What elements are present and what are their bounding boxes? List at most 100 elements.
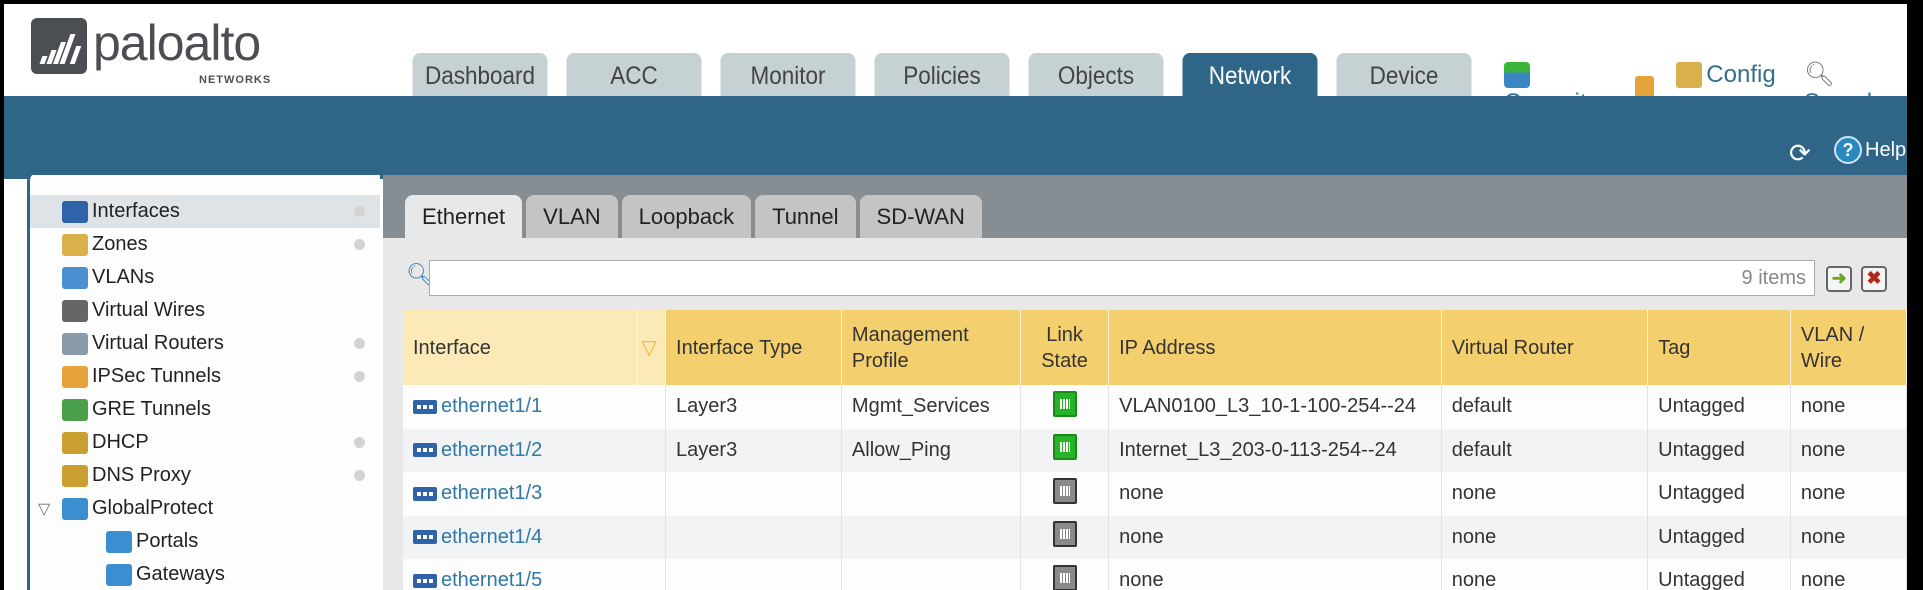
sidebar-item-label: VLANs xyxy=(92,266,155,288)
tab-sd-wan[interactable]: SD-WAN xyxy=(859,195,982,238)
sidebar-item-ipsec-tunnels[interactable]: IPSec Tunnels xyxy=(30,360,380,393)
expand-triangle-icon[interactable]: ▽ xyxy=(38,500,51,518)
cell-vlan-wire: none xyxy=(1790,385,1907,429)
cell-vlan-wire: none xyxy=(1790,559,1907,590)
col-interface-type[interactable]: Interface Type xyxy=(665,310,842,385)
sidebar-item-zones[interactable]: Zones xyxy=(30,228,380,261)
tab-vlan[interactable]: VLAN xyxy=(526,195,618,238)
interface-link[interactable]: ethernet1/1 xyxy=(441,395,543,418)
table-row[interactable]: ethernet1/5 none none Untagged none xyxy=(403,559,1907,590)
tab-objects[interactable]: Objects xyxy=(1028,53,1164,96)
content-area: 🔍︎ 9 items ➜ ✖ Interface ▽ Interface Typ… xyxy=(383,238,1907,590)
table-row[interactable]: ethernet1/1 Layer3 Mgmt_Services VLAN0100_L… xyxy=(403,385,1907,429)
tab-monitor[interactable]: Monitor xyxy=(720,53,856,96)
interfaces-table: Interface ▽ Interface Type Management Pr… xyxy=(403,310,1907,590)
tab-loopback[interactable]: Loopback xyxy=(621,195,752,238)
interface-link[interactable]: ethernet1/3 xyxy=(441,482,543,505)
status-dot-icon xyxy=(354,470,365,481)
status-dot-icon xyxy=(354,371,365,382)
clear-filter-button[interactable]: ✖ xyxy=(1861,266,1887,292)
tab-device[interactable]: Device xyxy=(1336,53,1472,96)
table-row[interactable]: ethernet1/3 none none Untagged none xyxy=(403,472,1907,516)
commit-icon xyxy=(1504,62,1530,89)
ethernet-port-icon xyxy=(413,399,437,414)
virtual-wires-icon xyxy=(62,299,88,322)
sidebar-item-gre-tunnels[interactable]: GRE Tunnels xyxy=(30,393,380,426)
cell-link-state xyxy=(1020,472,1110,516)
sidebar-item-label: Virtual Wires xyxy=(92,299,205,321)
app-window: paloalto NETWORKS Dashboard ACC Monitor … xyxy=(4,4,1907,590)
link-down-icon xyxy=(1052,477,1077,504)
logo-mark-icon xyxy=(31,18,87,74)
cell-virtual-router: none xyxy=(1441,472,1649,516)
table-header: Interface ▽ Interface Type Management Pr… xyxy=(403,310,1907,385)
sidebar-item-interfaces[interactable]: Interfaces xyxy=(30,195,380,228)
cell-tag: Untagged xyxy=(1647,559,1791,590)
interface-link[interactable]: ethernet1/2 xyxy=(441,438,543,461)
ethernet-port-icon xyxy=(413,443,437,458)
sidebar-item-vlans[interactable]: VLANs xyxy=(30,261,380,294)
interface-link[interactable]: ethernet1/4 xyxy=(441,525,543,548)
col-link-state[interactable]: Link State xyxy=(1020,310,1110,385)
sidebar-item-label: Virtual Routers xyxy=(92,332,224,354)
interface-link[interactable]: ethernet1/5 xyxy=(441,569,543,590)
cell-management-profile xyxy=(841,515,1022,559)
sidebar-item-dhcp[interactable]: DHCP xyxy=(30,426,380,459)
ethernet-port-icon xyxy=(413,530,437,545)
col-ip-address[interactable]: IP Address xyxy=(1108,310,1442,385)
table-row[interactable]: ethernet1/2 Layer3 Allow_Ping Internet_L3_2… xyxy=(403,428,1907,472)
paloalto-logo: paloalto NETWORKS xyxy=(31,18,270,86)
cell-tag: Untagged xyxy=(1647,472,1791,516)
col-virtual-router[interactable]: Virtual Router xyxy=(1441,310,1649,385)
cell-link-state xyxy=(1020,385,1110,429)
tab-dashboard[interactable]: Dashboard xyxy=(412,53,548,96)
sidebar-item-virtual-routers[interactable]: Virtual Routers xyxy=(30,327,380,360)
col-management-profile[interactable]: Management Profile xyxy=(841,310,1022,385)
apply-filter-button[interactable]: ➜ xyxy=(1826,266,1852,292)
col-vlan-wire[interactable]: VLAN / Wire xyxy=(1790,310,1907,385)
refresh-icon[interactable]: ⟳ xyxy=(1789,138,1811,168)
sidebar-item-label: GlobalProtect xyxy=(92,497,214,519)
col-tag[interactable]: Tag xyxy=(1647,310,1791,385)
cell-ip-address: none xyxy=(1108,472,1442,516)
sidebar-item-label: Portals xyxy=(136,530,199,552)
cell-vlan-wire: none xyxy=(1790,428,1907,472)
cell-management-profile xyxy=(841,472,1022,516)
zones-icon xyxy=(62,233,88,256)
help-button[interactable]: ? Help xyxy=(1834,136,1906,164)
status-dot-icon xyxy=(354,437,365,448)
tab-policies[interactable]: Policies xyxy=(874,53,1010,96)
sidebar-item-portals[interactable]: Portals xyxy=(30,525,380,558)
link-down-icon xyxy=(1052,521,1077,548)
link-up-icon xyxy=(1052,390,1077,417)
cell-interface-type: Layer3 xyxy=(665,428,842,472)
cell-interface: ethernet1/4 xyxy=(403,515,667,559)
col-interface[interactable]: Interface xyxy=(403,310,639,385)
cell-interface: ethernet1/5 xyxy=(403,559,667,590)
link-down-icon xyxy=(1052,564,1077,590)
tab-network[interactable]: Network xyxy=(1182,53,1318,96)
main-tabs: Dashboard ACC Monitor Policies Objects N… xyxy=(405,53,1479,96)
sidebar-item-virtual-wires[interactable]: Virtual Wires xyxy=(30,294,380,327)
sidebar-item-dns-proxy[interactable]: DNS Proxy xyxy=(30,459,380,492)
tab-tunnel[interactable]: Tunnel xyxy=(755,195,856,238)
filter-input[interactable]: 9 items xyxy=(429,260,1815,296)
cell-virtual-router: default xyxy=(1441,428,1649,472)
cell-interface: ethernet1/2 xyxy=(403,428,667,472)
tab-acc[interactable]: ACC xyxy=(566,53,702,96)
dhcp-icon xyxy=(62,431,88,454)
sort-desc-icon[interactable]: ▽ xyxy=(637,310,667,385)
ethernet-port-icon xyxy=(413,573,437,588)
config-label: Config xyxy=(1706,60,1776,88)
config-icon xyxy=(1676,62,1703,89)
interfaces-icon xyxy=(62,200,88,223)
brand-sub: NETWORKS xyxy=(199,74,272,86)
cell-link-state xyxy=(1020,515,1110,559)
sidebar-item-globalprotect[interactable]: ▽ GlobalProtect xyxy=(30,492,380,525)
sidebar-item-gateways[interactable]: Gateways xyxy=(30,558,380,590)
vlans-icon xyxy=(62,266,88,289)
sidebar-item-label: IPSec Tunnels xyxy=(92,365,221,387)
lock-icon[interactable] xyxy=(1634,75,1655,102)
tab-ethernet[interactable]: Ethernet xyxy=(405,195,523,238)
table-row[interactable]: ethernet1/4 none none Untagged none xyxy=(403,515,1907,559)
